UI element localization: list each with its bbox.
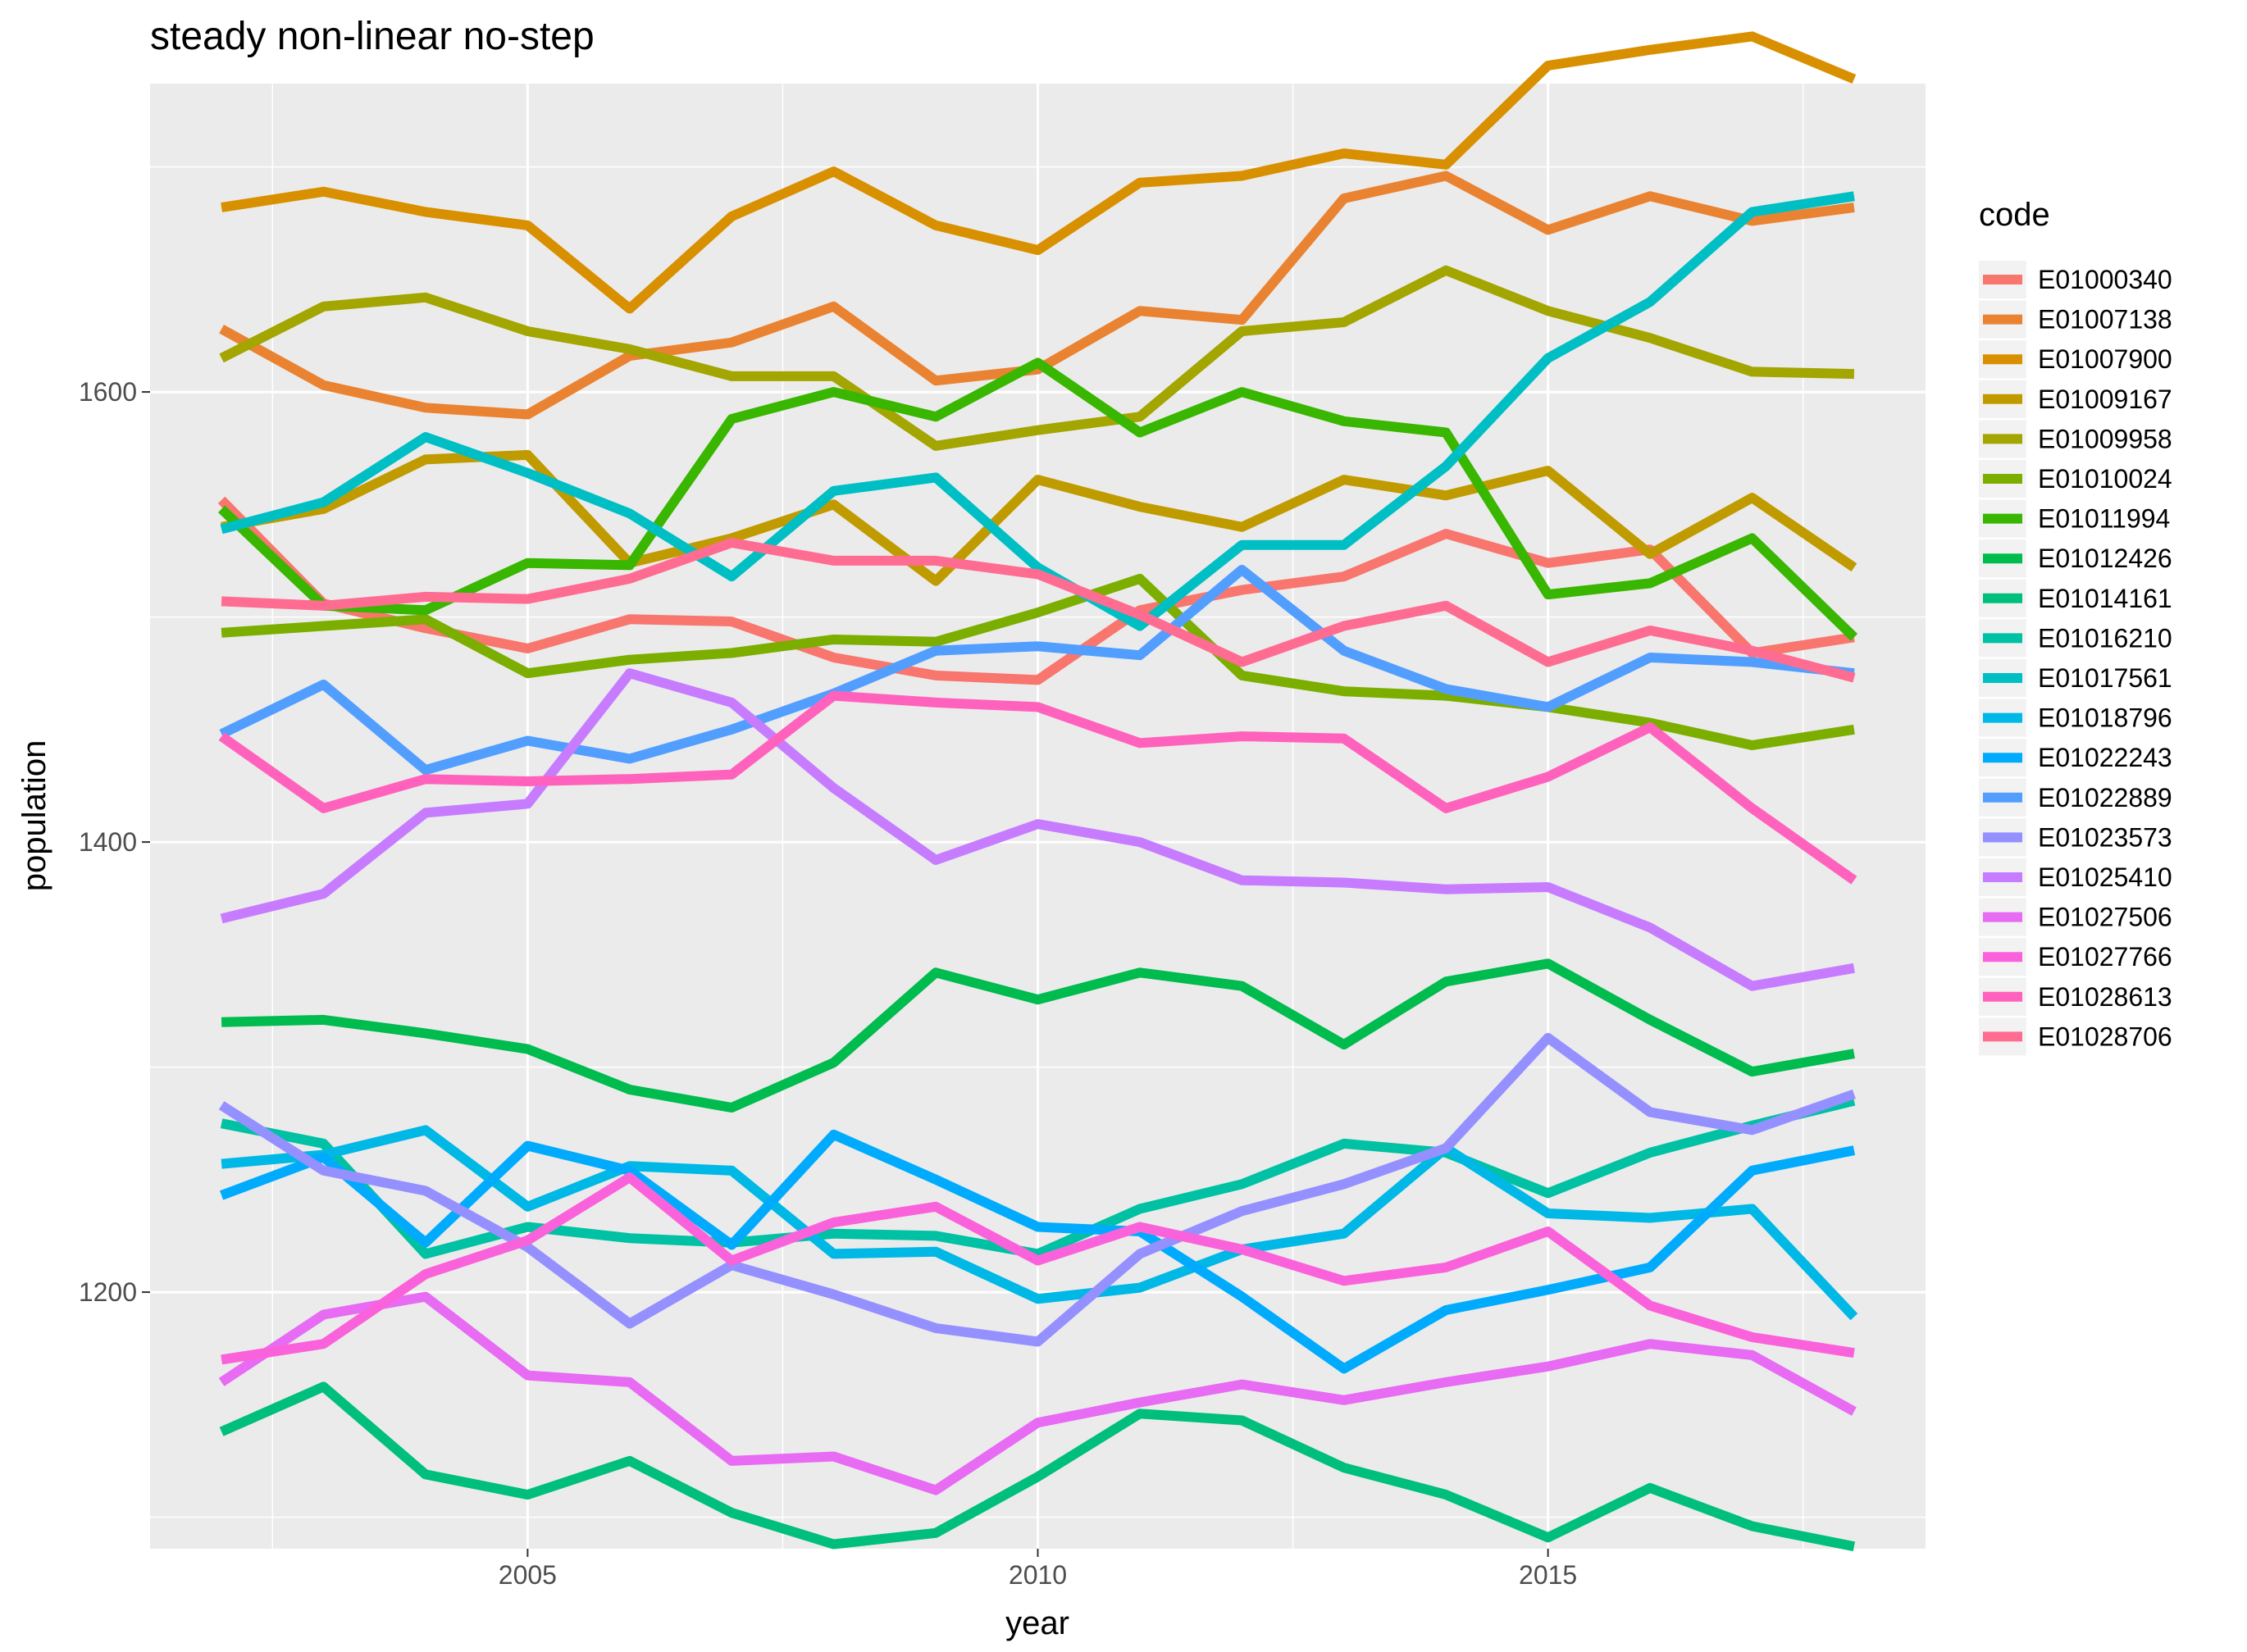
series-line-E01022243 <box>219 1129 1856 1374</box>
chart-title: steady non-linear no-step <box>150 15 595 58</box>
series-line-E01009958 <box>219 265 1855 451</box>
legend-label: E01014161 <box>2038 584 2172 613</box>
legend-label: E01007900 <box>2038 344 2172 374</box>
legend-title: code <box>1979 197 2050 233</box>
legend-label: E01010024 <box>2038 464 2172 494</box>
legend-label: E01025410 <box>2038 862 2172 892</box>
series-line-E01022889 <box>219 564 1855 776</box>
series-line-E01010024 <box>221 573 1855 750</box>
legend: code E01000340 E01007138 E01007900 E0100916… <box>1979 197 2172 1056</box>
series-line-E01007900 <box>221 31 1857 314</box>
legend-label: E01027506 <box>2038 903 2172 932</box>
y-axis-title: population <box>16 740 52 892</box>
legend-label: E01009167 <box>2038 385 2172 414</box>
legend-label: E01022243 <box>2038 743 2172 772</box>
legend-label: E01028706 <box>2038 1022 2172 1051</box>
series-line-E01011994 <box>217 357 1858 641</box>
legend-label: E01017561 <box>2038 663 2172 693</box>
series-lines <box>217 31 1858 1552</box>
legend-label: E01000340 <box>2038 265 2172 294</box>
legend-label: E01023573 <box>2038 822 2172 852</box>
y-axis: 1200 1400 1600 <box>79 377 150 1307</box>
series-line-E01000340 <box>217 496 1855 685</box>
x-tick-label: 2010 <box>1009 1560 1067 1590</box>
x-tick-label: 2015 <box>1519 1560 1577 1590</box>
series-line-E01014161 <box>219 1381 1856 1552</box>
series-line-E01012426 <box>221 958 1855 1113</box>
series-line-E01028706 <box>221 538 1856 683</box>
x-axis-title: year <box>1005 1605 1069 1641</box>
series-line-E01027506 <box>218 1291 1857 1495</box>
series-line-E01027766 <box>221 1172 1855 1365</box>
legend-label: E01022889 <box>2038 783 2172 812</box>
legend-label: E01007138 <box>2038 305 2172 334</box>
legend-label: E01009958 <box>2038 424 2172 453</box>
y-tick-label: 1400 <box>79 827 137 857</box>
legend-label: E01016210 <box>2038 623 2172 653</box>
x-tick-label: 2005 <box>499 1560 557 1590</box>
series-line-E01025410 <box>220 668 1855 991</box>
legend-label: E01028613 <box>2038 982 2172 1012</box>
legend-label: E01011994 <box>2038 504 2170 534</box>
legend-label: E01012426 <box>2038 544 2172 573</box>
legend-label: E01027766 <box>2038 942 2172 972</box>
major-gridlines <box>150 84 1926 1549</box>
series-line-E01028613 <box>218 690 1857 885</box>
y-tick-label: 1200 <box>79 1277 137 1307</box>
x-axis: 2005 2010 2015 <box>499 1549 1577 1590</box>
series-line-E01017561 <box>220 191 1855 631</box>
series-line-E01007138 <box>219 171 1855 420</box>
y-tick-label: 1600 <box>79 377 137 407</box>
legend-label: E01018796 <box>2038 703 2172 733</box>
series-line-E01023573 <box>218 1032 1856 1347</box>
series-line-E01016210 <box>220 1095 1856 1259</box>
